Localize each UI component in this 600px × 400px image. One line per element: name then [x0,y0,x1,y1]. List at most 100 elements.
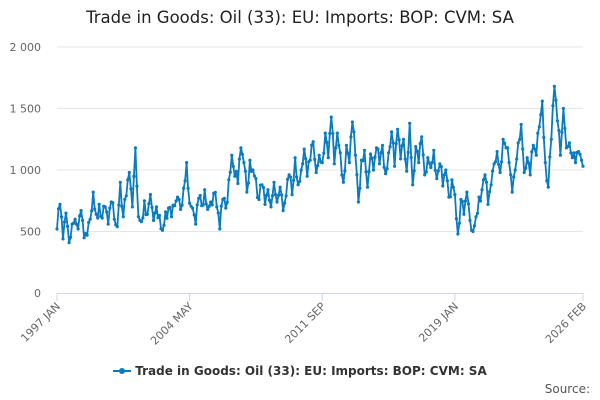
data-point[interactable] [263,202,267,206]
data-point[interactable] [543,161,547,165]
data-point[interactable] [414,145,418,149]
data-point[interactable] [191,206,195,210]
data-point[interactable] [246,181,250,185]
data-point[interactable] [513,168,517,172]
data-point[interactable] [558,153,563,157]
data-point[interactable] [277,193,281,197]
data-point[interactable] [573,161,578,165]
data-point[interactable] [120,204,124,208]
data-point[interactable] [93,207,97,211]
data-point[interactable] [344,143,348,147]
data-point[interactable] [254,177,258,181]
data-point[interactable] [433,168,437,172]
credits-source[interactable]: Source: [544,382,590,396]
data-point[interactable] [456,232,460,236]
data-point[interactable] [521,147,525,151]
data-point[interactable] [165,216,169,220]
data-point[interactable] [489,183,493,187]
data-point[interactable] [388,145,392,149]
data-point[interactable] [168,205,172,209]
data-point[interactable] [524,166,528,170]
data-point[interactable] [340,173,344,177]
data-point[interactable] [537,125,541,129]
data-point[interactable] [328,131,332,135]
data-point[interactable] [545,179,549,183]
data-point[interactable] [198,193,202,198]
data-point[interactable] [76,227,80,231]
data-point[interactable] [337,143,341,147]
data-point[interactable] [390,130,394,134]
data-point[interactable] [180,203,184,207]
data-point[interactable] [301,162,305,166]
data-point[interactable] [534,153,538,157]
data-point[interactable] [145,212,149,216]
data-point[interactable] [353,153,357,157]
data-point[interactable] [169,215,174,219]
data-point[interactable] [402,137,406,141]
data-point[interactable] [323,131,327,135]
data-point[interactable] [242,161,246,165]
data-point[interactable] [531,143,535,147]
data-point[interactable] [266,188,270,192]
data-point[interactable] [415,149,419,153]
data-point[interactable] [570,156,575,160]
data-point[interactable] [326,156,330,160]
data-point[interactable] [557,128,561,133]
data-point[interactable] [142,199,146,203]
data-point[interactable] [179,207,183,211]
data-point[interactable] [424,170,428,174]
data-point[interactable] [399,157,403,161]
data-point[interactable] [576,150,581,154]
data-point[interactable] [228,170,232,174]
data-point[interactable] [533,147,537,151]
data-point[interactable] [488,190,492,194]
data-point[interactable] [566,144,570,148]
data-point[interactable] [127,170,131,175]
data-point[interactable] [367,170,371,174]
legend-label[interactable]: Trade in Goods: Oil (33): EU: Imports: B… [135,364,487,378]
data-point[interactable] [153,211,157,215]
data-point[interactable] [124,194,128,198]
data-point[interactable] [118,180,122,184]
data-point[interactable] [579,158,584,162]
data-point[interactable] [432,148,436,152]
data-point[interactable] [405,169,409,173]
data-point[interactable] [346,151,350,155]
data-point[interactable] [105,210,109,214]
data-point[interactable] [343,169,347,173]
data-point[interactable] [578,152,582,156]
data-point[interactable] [371,168,376,172]
data-point[interactable] [478,199,483,203]
data-point[interactable] [141,216,145,220]
data-point[interactable] [494,160,498,164]
data-point[interactable] [497,162,501,166]
data-point[interactable] [542,135,546,140]
data-point[interactable] [350,120,354,124]
data-point[interactable] [278,185,282,189]
data-point[interactable] [123,197,127,201]
data-point[interactable] [130,205,134,209]
data-point[interactable] [316,164,320,168]
data-point[interactable] [334,146,338,150]
data-point[interactable] [519,122,523,127]
data-point[interactable] [270,194,275,198]
data-point[interactable] [225,200,229,204]
data-point[interactable] [121,215,125,219]
data-point[interactable] [213,190,217,194]
data-point[interactable] [332,162,336,166]
data-point[interactable] [474,215,478,219]
data-point[interactable] [439,165,443,169]
data-point[interactable] [471,229,475,234]
data-point[interactable] [325,140,329,144]
data-point[interactable] [495,150,499,154]
data-point[interactable] [203,188,207,192]
data-point[interactable] [69,235,73,239]
data-point[interactable] [64,211,68,215]
data-point[interactable] [56,207,61,211]
data-point[interactable] [310,143,314,147]
data-point[interactable] [418,142,422,146]
data-point[interactable] [567,141,572,145]
data-point[interactable] [554,98,558,102]
data-point[interactable] [322,151,326,155]
data-point[interactable] [85,233,89,237]
